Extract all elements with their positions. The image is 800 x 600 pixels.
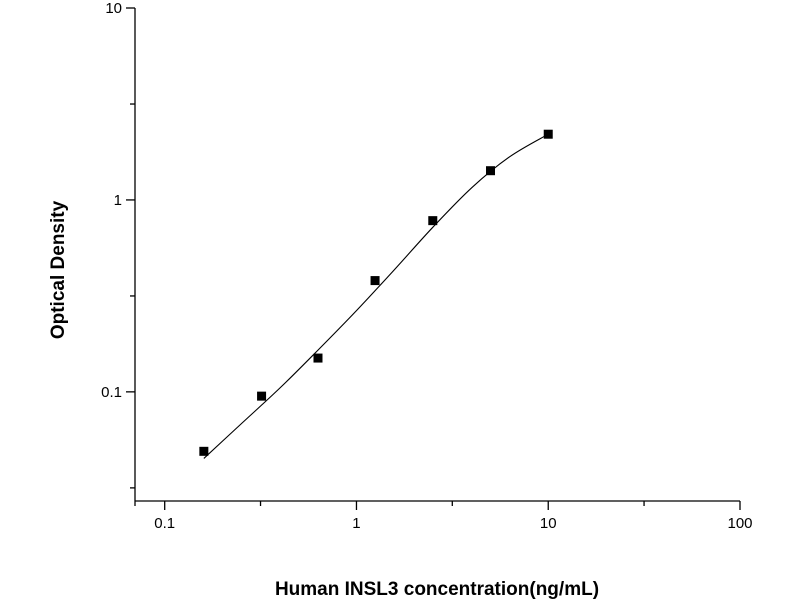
data-point — [486, 166, 496, 176]
y-tick-label: 10 — [105, 0, 122, 17]
data-point — [428, 216, 438, 226]
x-tick-label: 10 — [540, 515, 557, 532]
y-axis-label: Optical Density — [48, 200, 69, 339]
fit-curve — [203, 133, 549, 459]
data-point — [543, 129, 553, 139]
x-tick-label: 0.1 — [154, 515, 175, 532]
data-point — [370, 276, 380, 286]
data-points — [199, 129, 553, 456]
tick-labels: 0.1 1 10 100 0.1 1 10 — [101, 0, 752, 532]
data-point — [313, 353, 323, 363]
data-point — [257, 391, 267, 401]
x-tick-label: 100 — [727, 515, 752, 532]
x-tick-label: 1 — [352, 515, 360, 532]
y-tick-label: 0.1 — [101, 384, 122, 401]
data-point — [199, 446, 209, 456]
x-axis-label: Human INSL3 concentration(ng/mL) — [275, 579, 599, 600]
plot-area: 0.1 1 10 100 0.1 1 10 — [101, 0, 752, 532]
axis-ticks — [126, 7, 741, 510]
y-tick-label: 1 — [114, 192, 122, 209]
